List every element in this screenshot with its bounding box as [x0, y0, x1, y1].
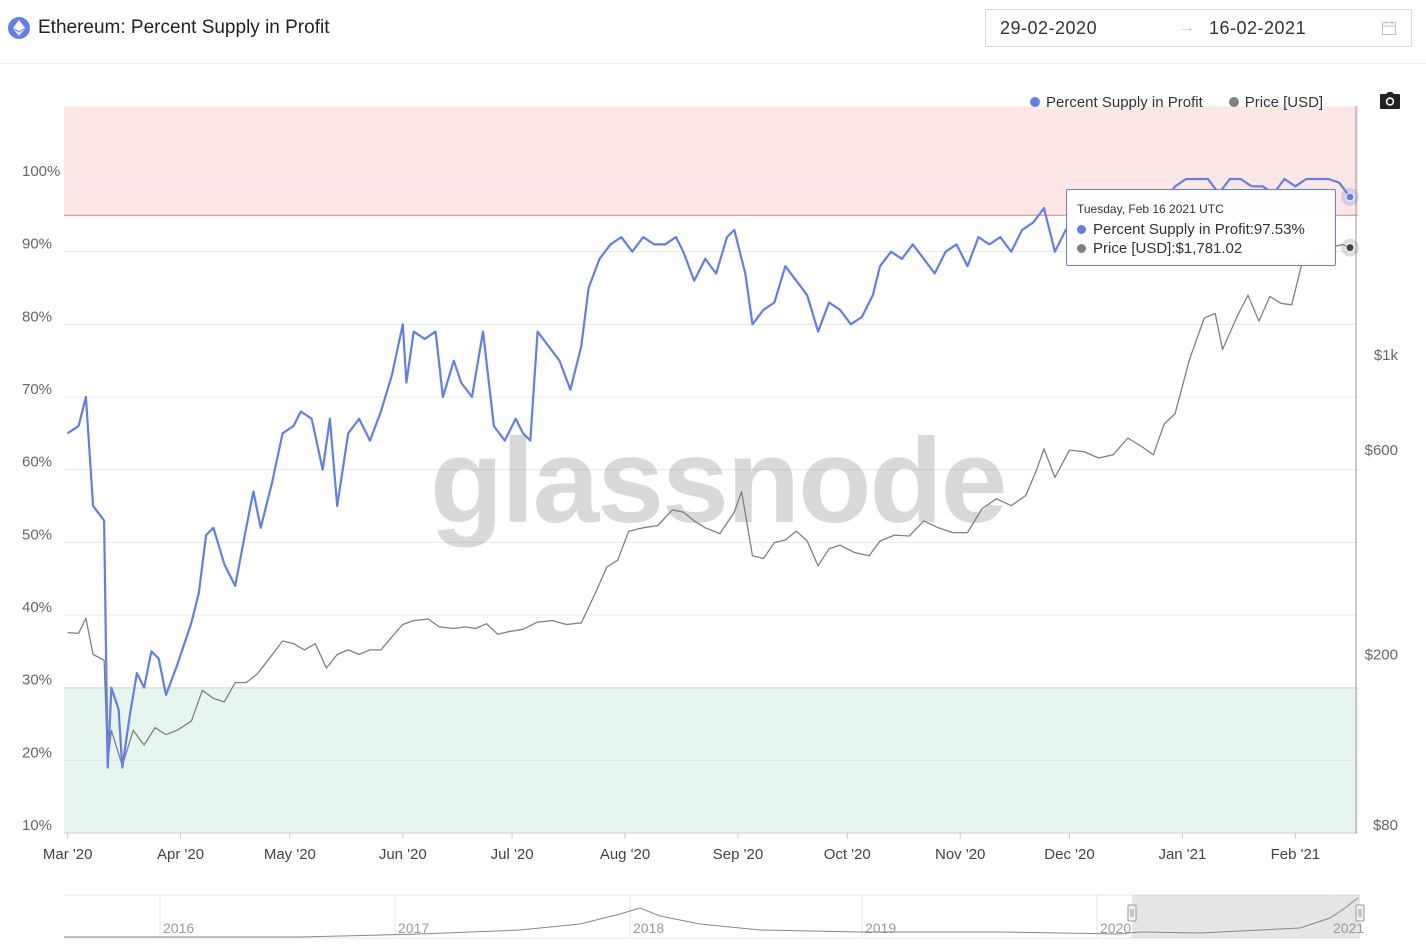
ethereum-icon: [8, 17, 30, 39]
y-tick-label-right: $600: [1365, 442, 1398, 459]
x-tick-label: Mar '20: [43, 846, 93, 863]
x-tick-label: Apr '20: [157, 846, 204, 863]
navigator-year-label: 2018: [633, 920, 664, 936]
navigator-year-label: 2021: [1333, 920, 1364, 936]
x-tick-label: Dec '20: [1044, 846, 1094, 863]
chart-legend: Percent Supply in Profit Price [USD]: [1030, 92, 1349, 112]
end-date-input[interactable]: [1209, 10, 1359, 46]
legend-item-supply-in-profit[interactable]: Percent Supply in Profit: [1030, 94, 1203, 111]
y-tick-label-left: 100%: [22, 163, 60, 180]
chart-tooltip: Tuesday, Feb 16 2021 UTC Percent Supply …: [1066, 189, 1336, 266]
legend-label: Price [USD]: [1244, 93, 1324, 111]
x-tick-label: Sep '20: [713, 846, 763, 863]
tooltip-label: Price [USD]:: [1093, 240, 1176, 257]
tooltip-value: $1,781.02: [1175, 240, 1243, 257]
legend-item-price[interactable]: Price [USD]: [1228, 93, 1324, 111]
y-tick-label-left: 90%: [22, 236, 52, 253]
navigator-year-label: 2020: [1100, 920, 1131, 936]
y-tick-label-left: 60%: [22, 454, 52, 471]
navigator-selection: [1132, 895, 1360, 938]
navigator-handle: [1127, 904, 1137, 922]
x-tick-label: Oct '20: [824, 846, 871, 863]
y-tick-label-left: 70%: [22, 381, 52, 398]
date-range-picker[interactable]: →: [985, 9, 1412, 47]
navigator-year-label: 2017: [398, 920, 429, 936]
hover-marker: [1345, 243, 1355, 253]
start-date-input[interactable]: [1000, 10, 1160, 46]
range-arrow-icon: →: [1179, 19, 1195, 36]
tooltip-date: Tuesday, Feb 16 2021 UTC: [1077, 202, 1224, 216]
camera-icon[interactable]: [1379, 91, 1401, 111]
tooltip-value: 97.53%: [1253, 221, 1305, 238]
navigator-year-label: 2019: [865, 920, 896, 936]
tooltip-label: Percent Supply in Profit:: [1093, 221, 1254, 238]
x-tick-label: Jul '20: [491, 846, 534, 863]
legend-dot: [1228, 97, 1239, 107]
tooltip-row-price: Price [USD]: $1,781.02: [1077, 239, 1325, 258]
legend-label: Percent Supply in Profit: [1046, 93, 1203, 111]
x-tick-label: Jan '21: [1158, 846, 1206, 863]
x-tick-label: Nov '20: [935, 846, 985, 863]
y-tick-label-right: $200: [1365, 646, 1398, 663]
legend-dot: [1030, 97, 1040, 107]
tooltip-dot: [1077, 225, 1086, 234]
y-tick-label-left: 80%: [22, 308, 52, 325]
x-tick-label: Jun '20: [379, 846, 427, 863]
x-tick-label: Feb '21: [1271, 846, 1321, 863]
tooltip-dot: [1077, 244, 1086, 253]
chart-header: Ethereum: Percent Supply in Profit →: [0, 0, 1426, 64]
calendar-icon[interactable]: [1381, 20, 1397, 36]
hover-marker: [1345, 192, 1355, 202]
x-tick-label: May '20: [264, 846, 316, 863]
navigator-series-line: [64, 897, 1359, 938]
y-tick-label-left: 40%: [22, 599, 52, 616]
y-tick-label-left: 10%: [22, 817, 52, 834]
y-tick-label-left: 20%: [22, 744, 52, 761]
y-tick-label-right: $80: [1373, 817, 1398, 834]
navigator-year-label: 2016: [163, 920, 194, 936]
tooltip-row-supply: Percent Supply in Profit: 97.53%: [1077, 220, 1325, 239]
y-tick-label-left: 30%: [22, 672, 52, 689]
x-tick-label: Aug '20: [600, 846, 650, 863]
navigator-handle: [1355, 904, 1365, 922]
y-tick-label-right: $1k: [1374, 347, 1399, 364]
y-tick-label-left: 50%: [22, 526, 52, 543]
series-line-supply-in-profit: [66, 177, 1351, 769]
page-title: Ethereum: Percent Supply in Profit: [38, 17, 330, 38]
series-line-price: [67, 243, 1351, 767]
